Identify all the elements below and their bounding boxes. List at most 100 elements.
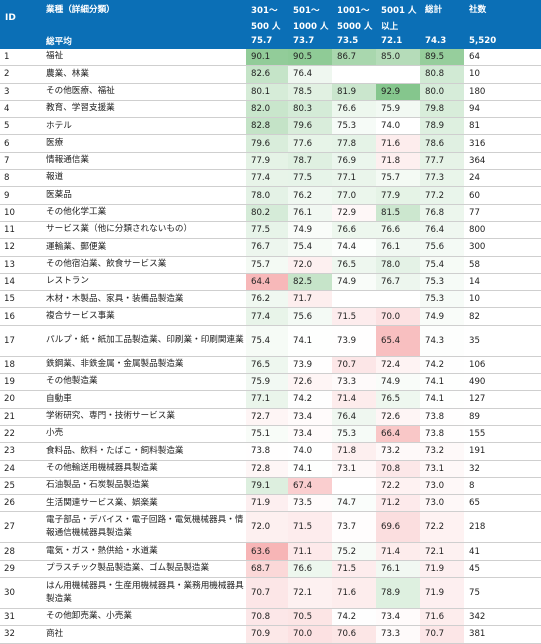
row-size1-score: 77.4 [246, 307, 288, 326]
table-row: 30 はん用機械器具・生産用機械器具・業務用機械器具製造業 70.7 72.1 71.6… [0, 577, 541, 610]
row-companies: 342 [464, 608, 541, 627]
row-companies: 65 [464, 494, 541, 513]
row-total-score: 71.9 [420, 560, 464, 579]
row-size3-score: 81.9 [332, 83, 376, 101]
row-id: 24 [0, 460, 41, 478]
row-industry: 木材・木製品、家具・装備品製造業 [41, 290, 246, 309]
row-size2-score: 70.0 [288, 625, 332, 644]
row-industry: その他輸送用機械器具製造業 [41, 460, 246, 478]
row-size1-score: 78.0 [246, 186, 288, 205]
row-size3-score: 73.7 [332, 511, 376, 544]
average-companies: 5,520 [464, 33, 541, 49]
row-companies: 89 [464, 408, 541, 426]
row-total-score: 72.2 [420, 511, 464, 544]
row-size2-score: 73.4 [288, 408, 332, 426]
row-industry: 生活関連サービス業、娯楽業 [41, 494, 246, 513]
row-size3-score: 76.6 [332, 100, 376, 119]
table-row: 7 情報通信業 77.9 78.7 76.9 71.8 77.7 364 [0, 152, 541, 171]
average-size3: 73.5 [332, 33, 376, 49]
row-size2-score: 67.4 [288, 477, 332, 496]
row-size3-score: 76.6 [332, 221, 376, 240]
row-id: 11 [0, 221, 41, 240]
row-industry: 複合サービス事業 [41, 307, 246, 326]
row-total-score: 73.8 [420, 425, 464, 444]
row-size1-score: 90.1 [246, 48, 288, 67]
row-size3-score: 72.9 [332, 204, 376, 222]
row-total-score: 71.6 [420, 608, 464, 627]
row-size1-score: 82.8 [246, 117, 288, 136]
table-row: 17 パルプ・紙・紙加工品製造業、印刷業・印刷関連業 75.4 74.1 73.9 65.… [0, 325, 541, 357]
row-industry: 福祉 [41, 48, 246, 67]
row-size4-score: 74.0 [376, 117, 420, 136]
row-size1-score: 77.9 [246, 152, 288, 171]
row-companies: 8 [464, 477, 541, 496]
header-size4-top: 5001 人 [376, 0, 420, 18]
row-size3-score: 76.9 [332, 152, 376, 171]
row-size3-score: 76.5 [332, 256, 376, 274]
row-size4-score: 76.6 [376, 221, 420, 240]
row-size3-score: 86.7 [332, 48, 376, 67]
table-row: 22 小売 75.1 73.4 75.3 66.4 73.8 155 [0, 425, 541, 444]
row-id: 31 [0, 608, 41, 627]
row-id: 15 [0, 290, 41, 309]
row-industry: 電気・ガス・熱供給・水道業 [41, 542, 246, 561]
table-row: 8 報道 77.4 77.5 77.1 75.7 77.3 24 [0, 169, 541, 188]
row-id: 1 [0, 48, 41, 67]
row-size3-score: 73.1 [332, 460, 376, 478]
row-size1-score: 68.7 [246, 560, 288, 579]
row-size4-score: 76.5 [376, 390, 420, 409]
row-total-score: 71.9 [420, 577, 464, 610]
average-total: 74.3 [420, 33, 464, 49]
row-companies: 218 [464, 511, 541, 544]
row-companies: 32 [464, 460, 541, 478]
header-total: 総計 [420, 0, 464, 33]
row-industry: 電子部品・デバイス・電子回路・電気機械器具・情報通信機械器具製造業 [41, 511, 246, 544]
table-row: 13 その他宿泊業、飲食サービス業 75.7 72.0 76.5 78.0 75.4 58 [0, 256, 541, 274]
row-size2-score: 80.3 [288, 100, 332, 119]
row-size2-score: 73.4 [288, 425, 332, 444]
table-row: 2 農業、林業 82.6 76.4 80.8 10 [0, 65, 541, 84]
row-companies: 381 [464, 625, 541, 644]
table-row: 4 教育、学習支援業 82.0 80.3 76.6 75.9 79.8 94 [0, 100, 541, 119]
row-total-score: 79.8 [420, 100, 464, 119]
table-row: 18 鉄鋼業、非鉄金属・金属製品製造業 76.5 73.9 70.7 72.4 74.2 10… [0, 356, 541, 375]
row-total-score: 89.5 [420, 48, 464, 67]
row-industry: その他化学工業 [41, 204, 246, 222]
row-size3-score: 74.7 [332, 494, 376, 513]
row-size4-score: 85.0 [376, 48, 420, 67]
row-size3-score: 75.3 [332, 425, 376, 444]
row-id: 2 [0, 65, 41, 84]
row-id: 21 [0, 408, 41, 426]
row-size4-score: 76.1 [376, 238, 420, 257]
row-size1-score: 75.4 [246, 325, 288, 357]
row-size2-score: 75.4 [288, 238, 332, 257]
row-industry: 医療 [41, 134, 246, 153]
row-industry: 商社 [41, 625, 246, 644]
row-id: 7 [0, 152, 41, 171]
row-total-score: 76.8 [420, 204, 464, 222]
average-id [0, 33, 41, 49]
row-size2-score: 74.0 [288, 442, 332, 461]
table-row: 15 木材・木製品、家具・装備品製造業 76.2 71.7 75.3 10 [0, 290, 541, 309]
row-total-score: 75.6 [420, 238, 464, 257]
table-row: 28 電気・ガス・熱供給・水道業 63.6 71.1 75.2 71.4 72.1 41 [0, 542, 541, 561]
row-industry: はん用機械器具・生産用機械器具・業務用機械器具製造業 [41, 577, 246, 610]
row-size3-score: 73.3 [332, 373, 376, 392]
row-size2-score: 72.6 [288, 373, 332, 392]
row-size3-score [332, 65, 376, 84]
table-row: 5 ホテル 82.8 79.6 75.3 74.0 78.9 81 [0, 117, 541, 136]
row-id: 18 [0, 356, 41, 375]
row-industry: 鉄鋼業、非鉄金属・金属製品製造業 [41, 356, 246, 375]
row-size2-score: 76.6 [288, 560, 332, 579]
row-industry: 教育、学習支援業 [41, 100, 246, 119]
table-row: 10 その他化学工業 80.2 76.1 72.9 81.5 76.8 77 [0, 204, 541, 222]
row-companies: 64 [464, 48, 541, 67]
row-companies: 10 [464, 290, 541, 309]
row-industry: その他医療、福祉 [41, 83, 246, 101]
average-size4: 72.1 [376, 33, 420, 49]
table-body: 1 福祉 90.1 90.5 86.7 85.0 89.5 64 2 農業、林業 82.6 76.4 8… [0, 48, 541, 644]
row-size1-score: 72.8 [246, 460, 288, 478]
row-total-score: 74.3 [420, 325, 464, 357]
row-companies: 60 [464, 186, 541, 205]
